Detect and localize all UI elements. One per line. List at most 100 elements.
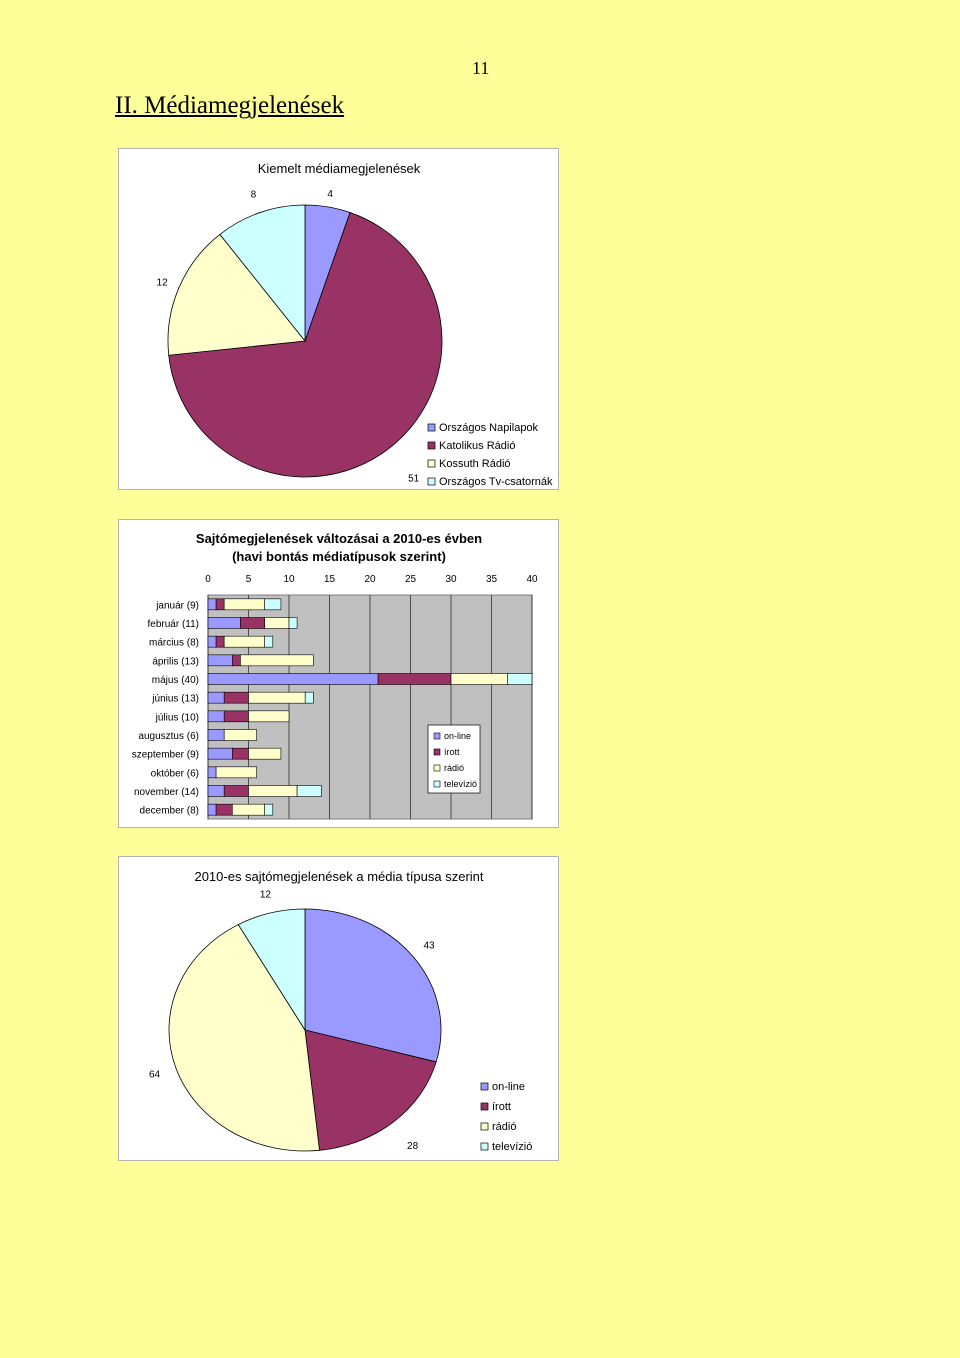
bar-segment-on-line [207, 710, 225, 723]
bar-segment-televizio [264, 803, 274, 816]
bar-segment-televizio [288, 617, 298, 629]
legend-swatch-irott [480, 1102, 489, 1111]
legend-swatch-radio [433, 764, 441, 772]
bar-segment-on-line [207, 747, 233, 760]
legend-swatch-irott [433, 748, 441, 756]
bar-segment-on-line [207, 803, 217, 816]
highlighted-media-pie-chart: Kiemelt médiamegjelenések 4 51 12 8 Országo… [118, 148, 559, 490]
data-label: 12 [157, 277, 169, 288]
category-label: augusztus (6) [138, 731, 199, 742]
bar-segment-on-line [207, 766, 217, 779]
bar-segment-on-line [207, 598, 217, 611]
media-type-pie-chart: 2010-es sajtómegjelenések a média típusa… [118, 856, 559, 1161]
legend-label-radio: rádió [492, 1121, 516, 1133]
category-label: január (9) [155, 600, 199, 611]
category-label: június (13) [151, 694, 199, 705]
data-label: 8 [251, 190, 257, 201]
legend-label-orszagos-tv-csatornak: Országos Tv-csatornák [439, 476, 553, 488]
data-label: 4 [327, 189, 333, 200]
bar-chart-svg: Sajtómegjelenések változásai a 2010-es é… [132, 531, 538, 820]
legend-swatch-on-line [433, 732, 441, 740]
bar-segment-televizio [304, 691, 314, 704]
bar-segment-irott [223, 691, 249, 704]
category-label: szeptember (9) [132, 750, 199, 761]
bar-segment-on-line [207, 785, 225, 797]
legend-label-orszagos-napilapok: Országos Napilapok [439, 422, 539, 434]
pie-slice-kossuth-radio [167, 233, 306, 356]
bar-segment-radio [248, 691, 306, 704]
pie-chart-svg: Kiemelt médiamegjelenések 4 51 12 8 Országo… [157, 161, 553, 488]
bar-segment-irott [240, 617, 266, 629]
legend-label-radio: rádió [444, 763, 464, 773]
category-label: március (8) [149, 638, 199, 649]
bar-segment-irott [232, 747, 249, 760]
monthly-stacked-bar-chart: Sajtómegjelenések változásai a 2010-es é… [118, 519, 559, 828]
bar-segment-on-line [207, 673, 379, 685]
bar-segment-irott [223, 710, 249, 723]
legend-swatch-orszagos-tv-csatornak [427, 477, 436, 486]
bar-segment-irott [223, 785, 249, 797]
bar-segment-televizio [264, 598, 282, 611]
legend-label-kossuth-radio: Kossuth Rádió [439, 458, 511, 470]
legend-swatch-radio [480, 1122, 489, 1131]
bar-segment-on-line [207, 617, 241, 629]
legend-swatch-orszagos-napilapok [427, 423, 436, 432]
bar-segment-irott [215, 598, 225, 611]
bar-segment-televizio [507, 673, 533, 685]
page-number: 11 [472, 58, 490, 78]
pie-slice-on-line [304, 908, 442, 1063]
legend-label-katolikus-radio: Katolikus Rádió [439, 440, 515, 452]
x-tick-label: 30 [445, 574, 457, 585]
x-tick-label: 20 [364, 574, 376, 585]
legend-label-televizio: televízió [492, 1141, 532, 1153]
legend-swatch-on-line [480, 1082, 489, 1091]
pie-slice-katolikus-radio [168, 212, 443, 478]
bar-segment-on-line [207, 729, 225, 741]
category-label: április (13) [152, 656, 199, 667]
bar-segment-radio [215, 766, 257, 779]
x-tick-label: 15 [324, 574, 336, 585]
bar-segment-irott [377, 673, 452, 685]
category-label: december (8) [140, 806, 199, 817]
bar-segment-irott [215, 803, 233, 816]
data-label: 51 [408, 473, 420, 484]
bar-segment-radio [248, 785, 298, 797]
legend-swatch-katolikus-radio [427, 441, 436, 450]
bar-segment-radio [248, 747, 282, 760]
bar-segment-radio [264, 617, 290, 629]
section-title: II. Médiamegjelenések [115, 92, 345, 119]
data-label: 64 [149, 1070, 161, 1081]
category-label: október (6) [151, 768, 199, 779]
bar-segment-radio [232, 803, 266, 816]
legend-label-on-line: on-line [444, 731, 471, 741]
pie-slice-orszagos-tv-csatornak [219, 204, 306, 343]
bar-segment-televizio [264, 635, 274, 648]
legend-swatch-televizio [433, 780, 441, 788]
x-tick-label: 5 [246, 574, 252, 585]
pie-slice-televizio [237, 908, 306, 1032]
bar-segment-radio [240, 654, 314, 667]
legend-label-irott: írott [444, 747, 460, 757]
x-tick-label: 0 [205, 574, 211, 585]
bar-segment-irott [215, 635, 225, 648]
pie-slice-irott [304, 1029, 437, 1151]
bar-segment-on-line [207, 654, 233, 667]
chart-title: Kiemelt médiamegjelenések [258, 161, 421, 176]
category-label: november (14) [134, 787, 199, 798]
bar-segment-on-line [207, 635, 217, 648]
data-label: 28 [407, 1141, 419, 1152]
chart-title: Sajtómegjelenések változásai a 2010-es é… [196, 531, 482, 546]
legend-swatch-kossuth-radio [427, 459, 436, 468]
x-tick-label: 40 [526, 574, 538, 585]
bar-segment-radio [223, 729, 257, 741]
legend-swatch-televizio [480, 1142, 489, 1151]
pie-slice-radio [168, 924, 320, 1152]
x-tick-label: 25 [405, 574, 417, 585]
legend-label-on-line: on-line [492, 1081, 525, 1093]
category-label: május (40) [152, 675, 199, 686]
bar-segment-radio [223, 598, 265, 611]
legend-label-irott: írott [492, 1101, 511, 1113]
bar-segment-radio [223, 635, 265, 648]
bar-segment-irott [232, 654, 241, 667]
data-label: 12 [260, 890, 272, 901]
